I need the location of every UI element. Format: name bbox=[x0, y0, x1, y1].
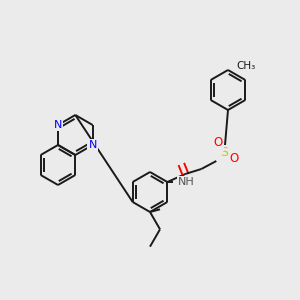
Text: N: N bbox=[54, 120, 62, 130]
Text: N: N bbox=[88, 140, 97, 150]
Text: CH₃: CH₃ bbox=[236, 61, 255, 71]
Text: O: O bbox=[230, 152, 239, 166]
Text: O: O bbox=[214, 136, 223, 149]
Text: NH: NH bbox=[178, 177, 195, 187]
Text: S: S bbox=[220, 146, 228, 160]
